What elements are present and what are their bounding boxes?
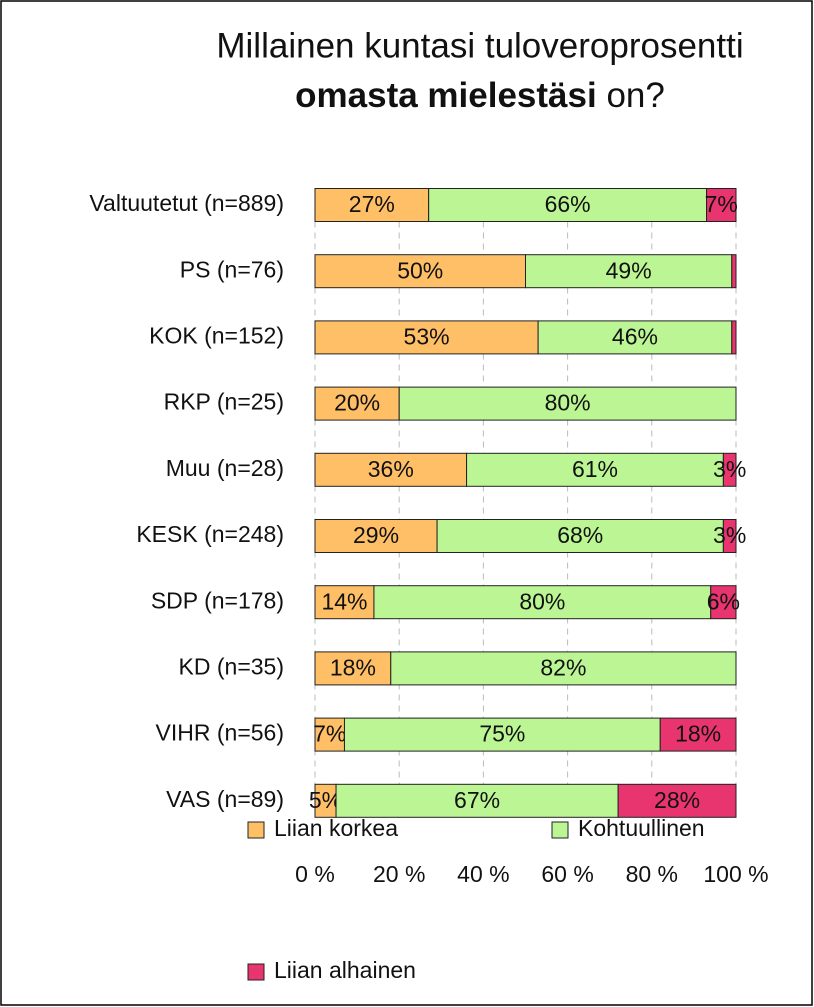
x-tick-label: 80 % xyxy=(626,861,678,887)
data-label: 28% xyxy=(654,787,700,813)
chart-title-line2: omasta mielestäsi on? xyxy=(295,76,665,115)
data-label: 36% xyxy=(368,456,414,482)
x-tick-label: 100 % xyxy=(703,861,768,887)
y-tick-label: VIHR (n=56) xyxy=(156,720,284,746)
data-label: 67% xyxy=(454,787,500,813)
x-tick-label: 60 % xyxy=(541,861,593,887)
legend-swatch xyxy=(247,963,265,981)
y-tick-label: KESK (n=248) xyxy=(136,521,284,547)
y-tick-label: Valtuutetut (n=889) xyxy=(89,190,284,216)
data-label: 7% xyxy=(705,191,738,217)
data-label: 18% xyxy=(330,654,376,680)
bar-segment xyxy=(314,452,468,487)
data-label: 18% xyxy=(675,721,721,747)
data-label: 20% xyxy=(334,390,380,416)
chart-title-bold: omasta mielestäsi xyxy=(295,76,597,115)
legend-label: Liian korkea xyxy=(274,815,398,841)
bar-segment xyxy=(314,717,345,752)
bar-segment xyxy=(373,585,712,620)
data-label: 61% xyxy=(572,456,618,482)
bar-segment xyxy=(722,452,737,487)
data-label: 80% xyxy=(545,390,591,416)
data-label: 3% xyxy=(713,522,746,548)
bar-segment xyxy=(428,188,708,222)
bar-segment xyxy=(710,585,737,620)
legend-swatch xyxy=(551,821,569,839)
y-tick-label: Muu (n=28) xyxy=(166,455,284,481)
legend-label: Kohtuullinen xyxy=(578,815,705,841)
bar-segment xyxy=(335,783,619,818)
bar-segment xyxy=(390,651,737,686)
x-tick-label: 0 % xyxy=(295,861,335,887)
bar-segment xyxy=(731,254,737,289)
data-label: 7% xyxy=(313,721,346,747)
bar-segment xyxy=(314,386,400,421)
bar-segment xyxy=(314,585,375,620)
data-label: 80% xyxy=(519,588,565,614)
data-label: 6% xyxy=(707,588,740,614)
data-label: 14% xyxy=(321,588,367,614)
data-label: 3% xyxy=(713,456,746,482)
y-tick-label: SDP (n=178) xyxy=(151,587,284,613)
bar-segment xyxy=(314,188,430,222)
bar-segment xyxy=(659,717,737,752)
bar-segment xyxy=(314,254,526,289)
y-tick-label: RKP (n=25) xyxy=(164,389,284,415)
bar-segment xyxy=(731,320,737,355)
data-label: 29% xyxy=(353,522,399,548)
data-label: 27% xyxy=(349,191,395,217)
bar-segment xyxy=(722,519,737,553)
bar-segment xyxy=(436,519,724,553)
bar-segment xyxy=(466,452,724,487)
legend-swatch xyxy=(247,821,265,839)
data-label: 75% xyxy=(479,721,525,747)
chart-title: Millainen kuntasi tuloveroprosentti xyxy=(216,26,743,65)
chart-title-rest: on? xyxy=(606,76,664,115)
data-label: 68% xyxy=(557,522,603,548)
y-tick-label: VAS (n=89) xyxy=(166,786,284,812)
data-label: 46% xyxy=(612,323,658,349)
y-tick-label: KOK (n=152) xyxy=(149,322,284,348)
data-label: 66% xyxy=(545,191,591,217)
data-label: 53% xyxy=(404,323,450,349)
x-tick-label: 40 % xyxy=(457,861,509,887)
x-tick-label: 20 % xyxy=(373,861,425,887)
y-tick-label: KD (n=35) xyxy=(179,653,284,679)
bar-segment xyxy=(398,386,737,421)
bar-segment xyxy=(617,783,737,818)
bar-segment xyxy=(314,651,392,686)
data-label: 50% xyxy=(397,257,443,283)
bar-segment xyxy=(537,320,733,355)
data-label: 82% xyxy=(540,654,586,680)
bar-segment xyxy=(343,717,661,752)
bar-segment xyxy=(706,188,737,222)
legend-label: Liian alhainen xyxy=(274,957,416,983)
data-label: 49% xyxy=(606,257,652,283)
bar-segment xyxy=(314,320,539,355)
y-tick-label: PS (n=76) xyxy=(180,256,284,282)
